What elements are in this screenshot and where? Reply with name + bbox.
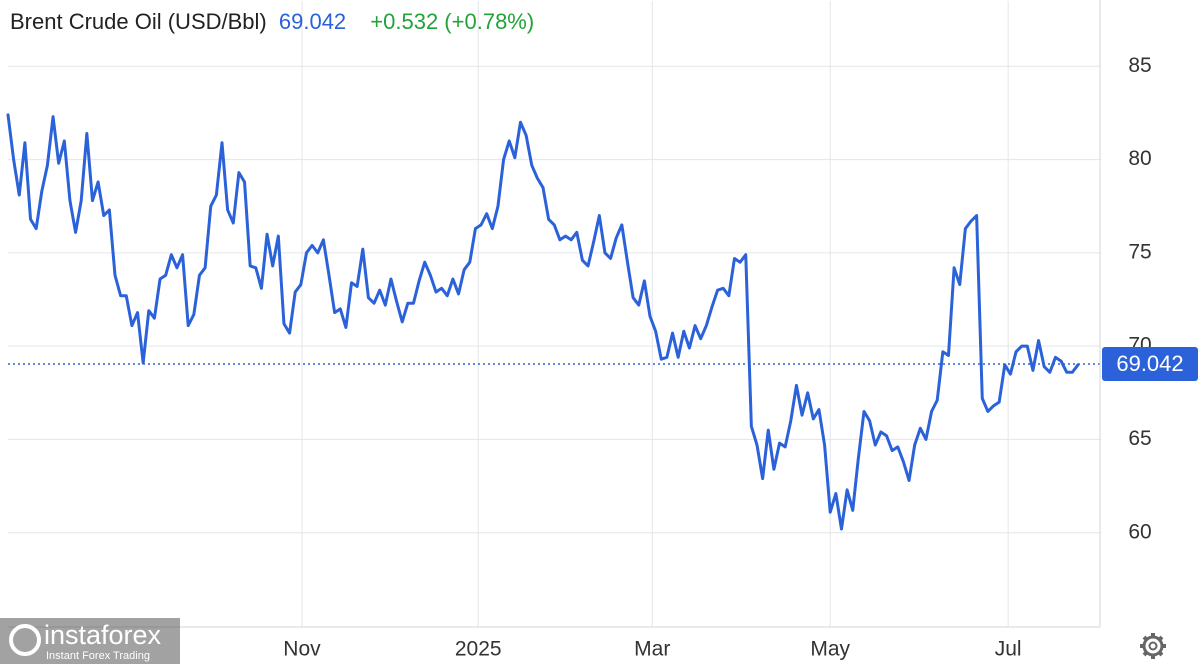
- x-tick-label: Mar: [634, 638, 670, 661]
- settings-icon[interactable]: [1140, 633, 1166, 659]
- title-row: Brent Crude Oil (USD/Bbl) 69.042 +0.532 …: [10, 9, 534, 34]
- watermark: instaforex Instant Forex Trading: [0, 618, 180, 664]
- last-price-badge: [1102, 347, 1198, 382]
- y-tick-label: 75: [1128, 240, 1151, 263]
- watermark-logo: [9, 624, 41, 656]
- x-tick-label: 2025: [455, 638, 502, 661]
- y-tick-label: 85: [1128, 54, 1151, 77]
- x-tick-label: Nov: [283, 638, 321, 661]
- x-tick-label: Jul: [995, 638, 1022, 661]
- price-line: [6, 113, 1080, 531]
- title-change: +0.532 (+0.78%): [370, 9, 534, 34]
- y-tick-label: 65: [1128, 427, 1151, 450]
- gear-ring[interactable]: [1142, 635, 1164, 657]
- chart-title: Brent Crude Oil (USD/Bbl): [10, 9, 267, 34]
- watermark-tagline: Instant Forex Trading: [46, 650, 150, 662]
- watermark-brand: instaforex: [44, 620, 162, 650]
- gear-hub[interactable]: [1148, 641, 1158, 651]
- x-tick-label: May: [810, 638, 850, 661]
- last-price-label: 69.042: [1116, 351, 1183, 376]
- title-price: 69.042: [279, 9, 346, 34]
- y-tick-label: 60: [1128, 520, 1151, 543]
- y-tick-label: 80: [1128, 147, 1151, 170]
- plot: [6, 113, 1100, 531]
- gear-teeth[interactable]: [1140, 633, 1166, 659]
- grid: [8, 1, 1100, 627]
